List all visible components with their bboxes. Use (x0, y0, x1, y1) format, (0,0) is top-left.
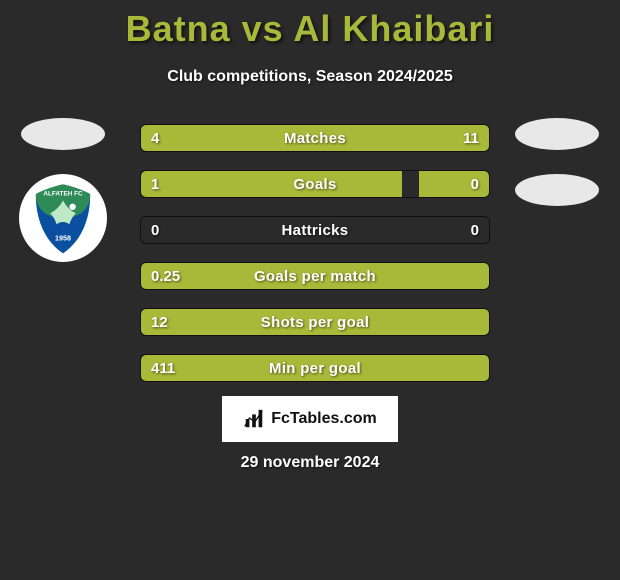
stat-row: Min per goal411 (140, 354, 490, 382)
brand-text: FcTables.com (271, 410, 377, 428)
comparison-bars: Matches411Goals10Hattricks00Goals per ma… (140, 124, 490, 400)
page-subtitle: Club competitions, Season 2024/2025 (0, 68, 620, 86)
stat-row: Matches4 11 (140, 124, 490, 152)
stat-label: Min per goal (141, 355, 489, 381)
stat-value-left: 0.25 (151, 263, 180, 289)
stat-value-right: 11 (463, 125, 479, 151)
stat-label: Matches (141, 125, 489, 151)
stat-value-left: 4 (151, 125, 159, 151)
stat-value-left: 12 (151, 309, 168, 335)
stat-label: Goals per match (141, 263, 489, 289)
stat-value-right: 0 (471, 217, 479, 243)
svg-text:ALFATEH FC: ALFATEH FC (43, 191, 83, 198)
stat-row: Shots per goal12 (140, 308, 490, 336)
svg-text:1958: 1958 (55, 233, 71, 242)
stat-row: Goals per match0.25 (140, 262, 490, 290)
footer-date: 29 november 2024 (0, 454, 620, 472)
left-column: ALFATEH FC 1958 (18, 118, 108, 262)
stat-row: Hattricks0 0 (140, 216, 490, 244)
stat-value-right: 0 (471, 171, 479, 197)
stat-value-left: 1 (151, 171, 159, 197)
team-placeholder-oval (21, 118, 105, 150)
team-placeholder-oval (515, 118, 599, 150)
stat-row: Goals1 0 (140, 170, 490, 198)
club-badge-alfateh: ALFATEH FC 1958 (19, 174, 107, 262)
stat-value-left: 0 (151, 217, 159, 243)
stat-label: Hattricks (141, 217, 489, 243)
stat-label: Goals (141, 171, 489, 197)
brand-logo[interactable]: FcTables.com (222, 396, 398, 442)
bar-chart-icon (243, 408, 265, 430)
stat-value-left: 411 (151, 355, 175, 381)
page-title: Batna vs Al Khaibari (0, 0, 620, 50)
right-column (512, 118, 602, 230)
stat-label: Shots per goal (141, 309, 489, 335)
shield-icon: ALFATEH FC 1958 (23, 178, 103, 258)
team-placeholder-oval (515, 174, 599, 206)
